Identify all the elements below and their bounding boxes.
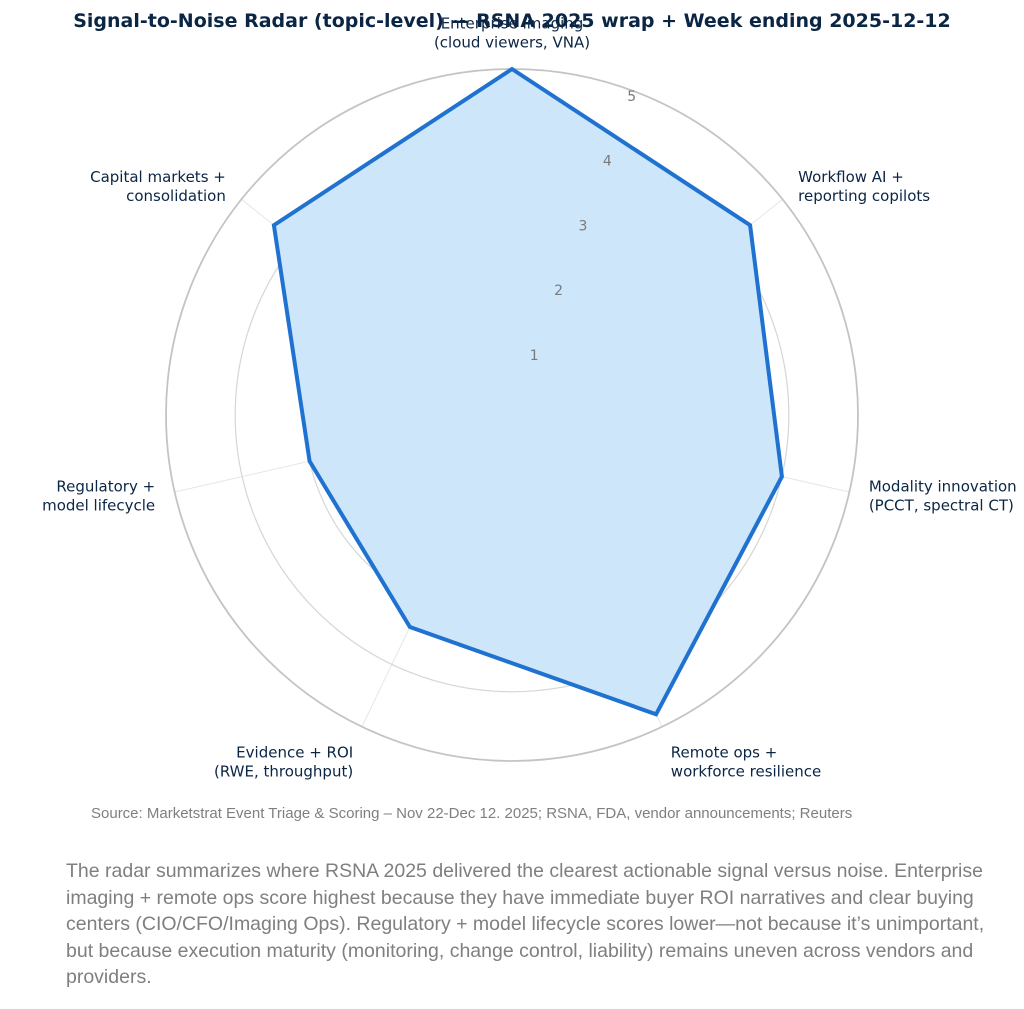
- axis-label: consolidation: [126, 187, 226, 205]
- axis-label: Remote ops +: [671, 743, 778, 761]
- axis-labels: Enterprise imaging(cloud viewers, VNA) Wo…: [42, 15, 1017, 781]
- axis-label: reporting copilots: [798, 187, 930, 205]
- radial-tick-label: 4: [603, 154, 612, 170]
- radial-tick-label: 3: [579, 218, 588, 234]
- radar-chart: 1 2 3 4 5 Enterprise imaging(cloud viewers, …: [42, 15, 1017, 781]
- axis-label-group: Regulatory +model lifecycle: [42, 477, 155, 514]
- axis-label: Evidence + ROI: [236, 743, 353, 761]
- axis-label-group: Enterprise imaging(cloud viewers, VNA): [434, 15, 590, 52]
- radial-tick-label: 1: [530, 348, 539, 364]
- axis-label-group: Workflow AI +reporting copilots: [798, 168, 930, 205]
- axis-label: (cloud viewers, VNA): [434, 34, 590, 52]
- axis-label: Regulatory +: [56, 477, 155, 495]
- radial-tick-label: 5: [627, 89, 636, 105]
- radar-series: [271, 66, 784, 717]
- axis-label-group: Capital markets +consolidation: [90, 168, 226, 205]
- chart-title: Signal-to-Noise Radar (topic-level) — RS…: [73, 10, 951, 32]
- radial-tick-label: 2: [554, 283, 563, 299]
- axis-label: (RWE, throughput): [214, 762, 353, 780]
- axis-label-group: Modality innovation(PCCT, spectral CT): [869, 477, 1017, 514]
- axis-label: (PCCT, spectral CT): [869, 496, 1014, 514]
- radial-ticks: 1 2 3 4 5: [530, 89, 636, 364]
- axis-label: workforce resilience: [671, 762, 821, 780]
- axis-label: model lifecycle: [42, 496, 155, 514]
- summary-text: The radar summarizes where RSNA 2025 del…: [66, 860, 985, 988]
- axis-label: Enterprise imaging: [441, 15, 584, 33]
- series-polygon: [271, 66, 784, 717]
- axis-label-group: Remote ops +workforce resilience: [671, 743, 821, 780]
- axis-label: Capital markets +: [90, 168, 226, 186]
- source-note: Source: Marketstrat Event Triage & Scori…: [91, 805, 853, 822]
- axis-label: Modality innovation: [869, 477, 1017, 495]
- axis-label-group: Evidence + ROI(RWE, throughput): [214, 743, 353, 780]
- axis-label: Workflow AI +: [798, 168, 904, 186]
